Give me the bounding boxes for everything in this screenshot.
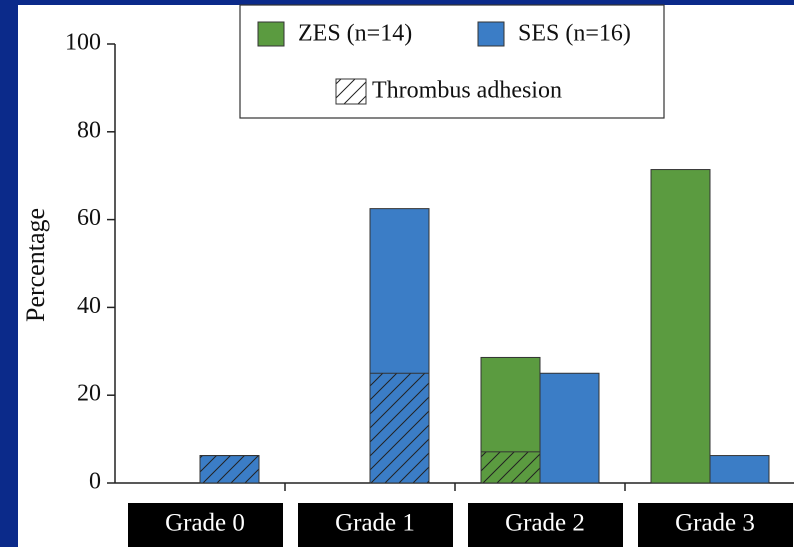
y-tick-label: 100 — [65, 30, 101, 56]
y-tick-label: 0 — [89, 469, 101, 495]
bar — [540, 373, 599, 483]
bar — [651, 170, 710, 483]
x-tick-label: Grade 2 — [505, 510, 585, 537]
y-tick-label: 80 — [77, 117, 101, 143]
legend-swatch — [258, 22, 284, 46]
thrombus-hatch — [481, 452, 540, 483]
y-tick-label: 60 — [77, 205, 101, 231]
y-axis-label: Percentage — [21, 208, 50, 322]
x-tick-label: Grade 1 — [335, 510, 415, 537]
thrombus-hatch — [200, 456, 259, 483]
legend-hatch-swatch — [336, 79, 366, 104]
bar — [710, 456, 769, 483]
page: {"chart_data": {"type": "bar", "y_label"… — [0, 0, 794, 547]
chart: Percentage 0 20 40 60 80 100 Grade 0 Grade 1 Gra… — [0, 0, 794, 547]
x-tick-label: Grade 0 — [165, 510, 245, 537]
legend-label: SES (n=16) — [518, 21, 631, 47]
legend-swatch — [478, 22, 504, 46]
y-tick-label: 20 — [77, 381, 101, 407]
y-tick-label: 40 — [77, 293, 101, 319]
x-tick-label: Grade 3 — [675, 510, 755, 537]
legend-label: ZES (n=14) — [298, 21, 412, 47]
thrombus-hatch — [370, 373, 429, 483]
legend-hatch-label: Thrombus adhesion — [372, 78, 562, 104]
